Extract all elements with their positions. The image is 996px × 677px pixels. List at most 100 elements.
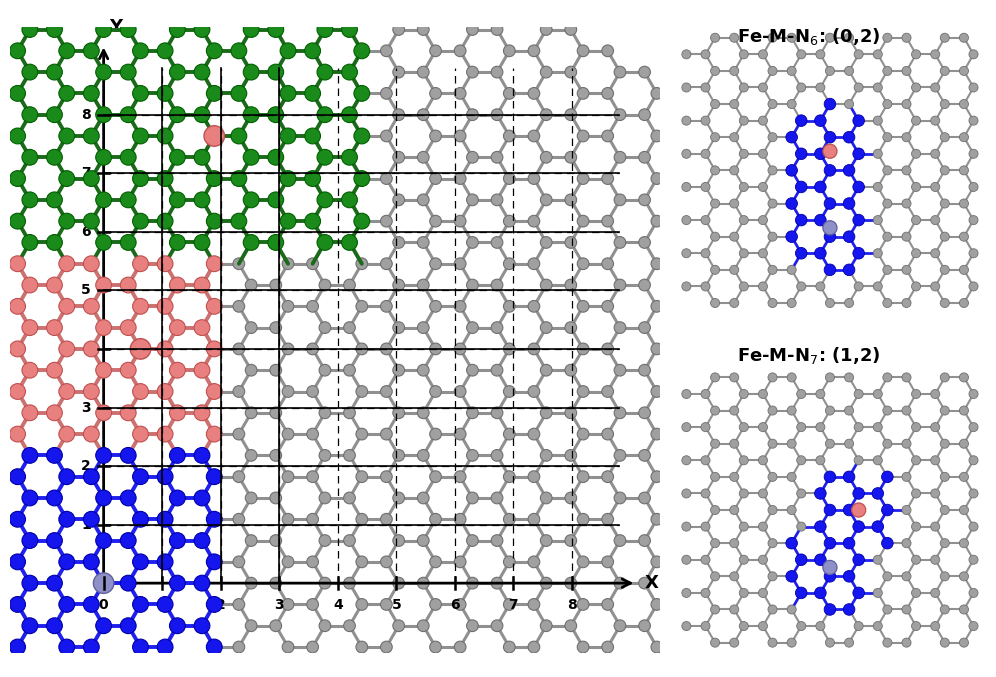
Circle shape	[758, 422, 768, 432]
Circle shape	[206, 511, 222, 527]
Circle shape	[84, 511, 100, 527]
Circle shape	[22, 277, 38, 293]
Circle shape	[380, 386, 392, 397]
Circle shape	[651, 343, 662, 355]
Circle shape	[853, 521, 865, 532]
Circle shape	[282, 429, 294, 440]
Circle shape	[638, 66, 650, 78]
Circle shape	[651, 87, 662, 100]
Circle shape	[319, 577, 331, 589]
Circle shape	[930, 456, 940, 465]
Circle shape	[157, 213, 173, 229]
Circle shape	[417, 492, 429, 504]
Circle shape	[307, 301, 319, 312]
Circle shape	[844, 231, 855, 242]
Circle shape	[815, 215, 826, 226]
Circle shape	[84, 171, 100, 186]
Circle shape	[503, 301, 515, 312]
Circle shape	[392, 364, 404, 376]
Circle shape	[268, 192, 284, 208]
Circle shape	[844, 264, 855, 276]
Circle shape	[816, 456, 825, 465]
Circle shape	[902, 506, 911, 515]
Circle shape	[319, 407, 331, 418]
Circle shape	[96, 107, 112, 123]
Circle shape	[121, 447, 136, 463]
Circle shape	[852, 503, 866, 517]
Circle shape	[739, 389, 748, 399]
Circle shape	[466, 279, 478, 291]
Circle shape	[356, 641, 368, 653]
Circle shape	[739, 456, 748, 465]
Circle shape	[268, 64, 284, 80]
Circle shape	[429, 173, 441, 184]
Circle shape	[602, 556, 614, 568]
Circle shape	[930, 83, 940, 92]
Circle shape	[615, 279, 625, 291]
Text: 3: 3	[275, 598, 284, 612]
Circle shape	[22, 234, 38, 250]
Circle shape	[10, 639, 26, 655]
Circle shape	[282, 343, 294, 355]
Circle shape	[84, 554, 100, 570]
Circle shape	[796, 181, 807, 193]
Circle shape	[307, 513, 319, 525]
Circle shape	[902, 473, 911, 481]
Circle shape	[417, 66, 429, 78]
Circle shape	[739, 522, 748, 531]
Circle shape	[47, 618, 63, 634]
Circle shape	[22, 533, 38, 548]
Circle shape	[417, 620, 429, 632]
Circle shape	[121, 533, 136, 548]
Circle shape	[392, 109, 404, 121]
Circle shape	[730, 439, 739, 448]
Circle shape	[233, 641, 245, 653]
Circle shape	[930, 149, 940, 158]
Circle shape	[344, 577, 356, 589]
Circle shape	[710, 133, 720, 141]
Circle shape	[826, 66, 835, 75]
Circle shape	[47, 22, 63, 37]
Circle shape	[429, 343, 441, 355]
Circle shape	[730, 605, 739, 614]
Circle shape	[758, 282, 768, 291]
Circle shape	[84, 85, 100, 102]
Circle shape	[902, 299, 911, 307]
Circle shape	[758, 182, 768, 192]
Circle shape	[739, 50, 748, 59]
Circle shape	[940, 572, 949, 581]
Circle shape	[317, 64, 333, 80]
Circle shape	[47, 107, 63, 123]
Circle shape	[682, 456, 691, 465]
Circle shape	[710, 506, 720, 515]
Circle shape	[855, 422, 864, 432]
Circle shape	[10, 299, 26, 314]
Circle shape	[231, 171, 247, 186]
Circle shape	[169, 277, 185, 293]
Circle shape	[602, 215, 614, 227]
Circle shape	[528, 471, 540, 483]
Circle shape	[10, 341, 26, 357]
Circle shape	[615, 109, 625, 121]
Circle shape	[969, 389, 978, 399]
Circle shape	[392, 66, 404, 78]
Circle shape	[940, 265, 949, 274]
Circle shape	[121, 277, 136, 293]
Circle shape	[454, 343, 466, 355]
Circle shape	[47, 575, 63, 591]
Circle shape	[815, 487, 826, 499]
Circle shape	[826, 638, 835, 647]
Circle shape	[10, 128, 26, 144]
Text: Fe-M-N$_6$: (0,2): Fe-M-N$_6$: (0,2)	[737, 26, 880, 47]
Circle shape	[940, 232, 949, 241]
Circle shape	[429, 556, 441, 568]
Circle shape	[59, 554, 75, 570]
Circle shape	[710, 638, 720, 647]
Circle shape	[466, 66, 478, 78]
Circle shape	[84, 299, 100, 314]
Circle shape	[317, 22, 333, 37]
Circle shape	[710, 33, 720, 42]
Circle shape	[797, 422, 806, 432]
Circle shape	[565, 194, 577, 206]
Circle shape	[417, 364, 429, 376]
